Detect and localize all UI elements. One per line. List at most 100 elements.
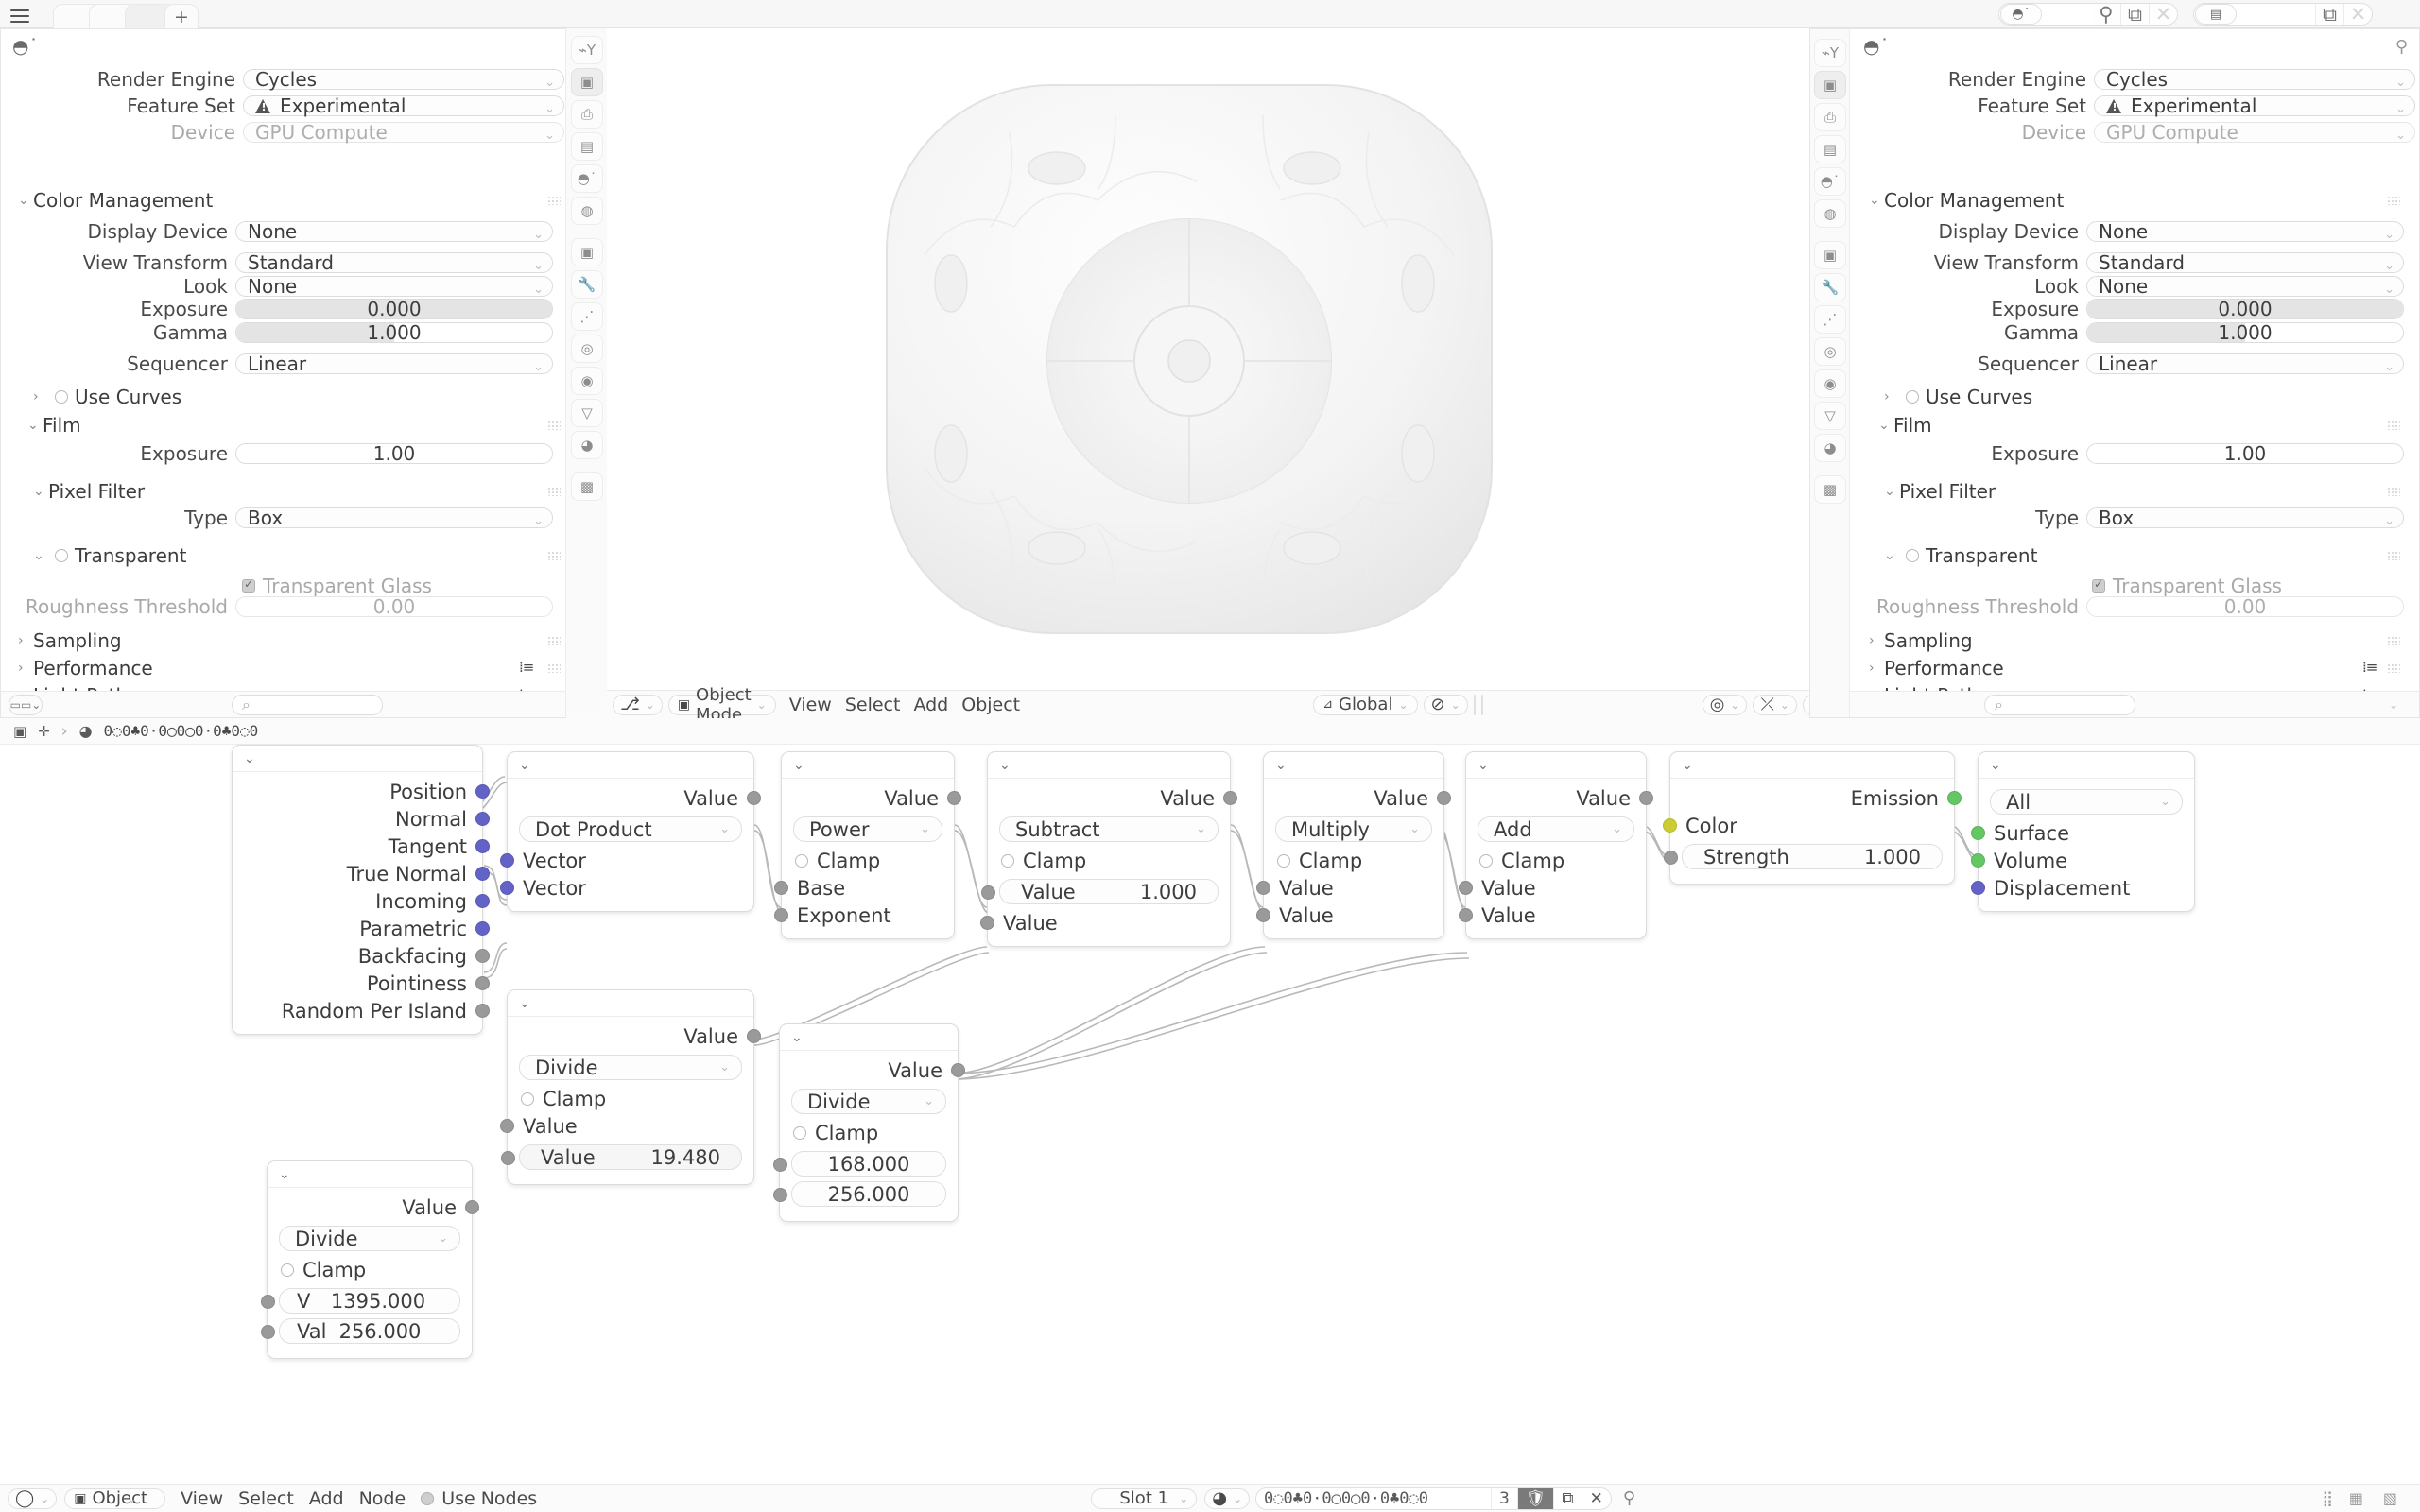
node-math-subtract[interactable]: ⌄ Value Subtract ⌄ Clamp Value 1.000 Val… xyxy=(980,751,1237,947)
clamp-row[interactable]: Clamp xyxy=(1466,847,1646,874)
chevron-down-icon[interactable]: ⌄ xyxy=(791,1029,803,1045)
display-device-dropdown[interactable]: None ⌄ xyxy=(235,220,553,243)
exposure-cm-slider[interactable]: 0.000 xyxy=(2086,299,2404,319)
clamp-checkbox[interactable] xyxy=(793,1125,806,1140)
socket-value[interactable] xyxy=(501,1151,515,1165)
look-dropdown[interactable]: None ⌄ xyxy=(235,275,553,298)
sidebar-item-scene[interactable]: ◓˙ xyxy=(1814,167,1846,196)
node-header[interactable]: ⌄ xyxy=(1264,752,1443,779)
socket-value[interactable] xyxy=(980,916,994,930)
clamp-row[interactable]: Clamp xyxy=(508,1085,753,1112)
sidebar-item-particles[interactable]: ⋰ xyxy=(1814,305,1846,334)
node-output-emission[interactable]: Emission xyxy=(1670,784,1962,812)
use-curves-row[interactable]: › Use Curves xyxy=(1884,386,2032,408)
node-math-add[interactable]: ⌄ Value Add ⌄ Clamp Value Value xyxy=(1459,751,1653,939)
node-header[interactable]: ⌄ xyxy=(780,1024,958,1051)
node-output-normal[interactable]: Normal xyxy=(233,805,490,833)
operation-dropdown[interactable]: Divide ⌄ xyxy=(279,1226,460,1251)
overlays-icon[interactable]: ⤫ ⌄ xyxy=(1753,694,1797,715)
clamp-row[interactable]: Clamp xyxy=(268,1256,472,1283)
clamp-row[interactable]: Clamp xyxy=(782,847,954,874)
socket-value[interactable] xyxy=(981,885,995,900)
node-math-divide-19480[interactable]: ⌄ Value Divide ⌄ Clamp Value Value 19.48… xyxy=(500,989,761,1185)
node-output-value[interactable]: Value xyxy=(268,1194,479,1221)
socket-vector[interactable] xyxy=(475,921,490,936)
socket-vector[interactable] xyxy=(475,867,490,881)
node-output-random-per-island[interactable]: Random Per Island xyxy=(233,997,490,1024)
search-input[interactable]: ⌕ xyxy=(1984,694,2135,715)
sidebar-item-physics[interactable]: ◎ xyxy=(1814,337,1846,366)
operation-dropdown[interactable]: Subtract ⌄ xyxy=(999,816,1219,842)
material-slot-dropdown[interactable]: Slot 1 ⌄ xyxy=(1091,1487,1198,1509)
close-icon[interactable]: ✕ xyxy=(2149,3,2177,26)
clamp-checkbox[interactable] xyxy=(1479,853,1493,868)
socket-value[interactable] xyxy=(774,908,788,922)
operation-dropdown[interactable]: Power ⌄ xyxy=(793,816,942,842)
socket-value[interactable] xyxy=(774,881,788,895)
material-sphere-icon[interactable]: ◕ ⌄ xyxy=(1204,1487,1250,1509)
node-input-value[interactable]: Value xyxy=(500,1112,753,1140)
menu-view[interactable]: View xyxy=(181,1487,224,1509)
sidebar-item-modifiers[interactable]: 🔧 xyxy=(571,270,603,299)
node-output-incoming[interactable]: Incoming xyxy=(233,887,490,915)
use-nodes-toggle[interactable]: Use Nodes xyxy=(421,1488,537,1509)
node-geometry[interactable]: ⌄ Position Normal Tangent True Normal In… xyxy=(232,745,490,1035)
editor-type-icon[interactable]: ⎇ ⌄ xyxy=(613,694,663,715)
socket-color[interactable] xyxy=(1663,818,1677,833)
film-exposure-slider[interactable]: 1.00 xyxy=(2086,443,2404,464)
copy-icon[interactable]: ⧉ xyxy=(1553,1487,1581,1509)
node-output-value[interactable]: Value xyxy=(988,784,1237,812)
use-curves-row[interactable]: › Use Curves xyxy=(33,386,182,408)
node-header[interactable]: ⌄ xyxy=(782,752,954,779)
transparent-glass-checkbox[interactable] xyxy=(2092,577,2105,593)
film-section[interactable]: ⌄ Film xyxy=(1878,414,1932,437)
roughness-threshold-slider[interactable]: 0.00 xyxy=(2086,596,2404,617)
socket-vector[interactable] xyxy=(475,784,490,799)
sidebar-item-tool[interactable]: ⌁Y xyxy=(571,36,603,64)
gamma-slider[interactable]: 1.000 xyxy=(235,322,553,343)
look-dropdown[interactable]: None ⌄ xyxy=(2086,275,2404,298)
drag-dots[interactable] xyxy=(547,636,561,645)
chevron-down-icon[interactable]: ⌄ xyxy=(519,757,530,773)
clamp-row[interactable]: Clamp xyxy=(780,1119,958,1146)
image-icon[interactable]: ▤ xyxy=(2195,4,2237,25)
object-shader-type-dropdown[interactable]: ▣ Object ⌄ xyxy=(64,1487,166,1509)
node-input-base[interactable]: Base xyxy=(774,874,954,902)
sidebar-item-object[interactable]: ▣ xyxy=(571,238,603,266)
chevron-down-icon[interactable]: ⌄ xyxy=(244,750,255,766)
socket-value[interactable] xyxy=(773,1188,787,1202)
pixel-filter-section[interactable]: ⌄ Pixel Filter xyxy=(33,480,145,503)
socket-value[interactable] xyxy=(1256,881,1270,895)
socket-value[interactable] xyxy=(475,1004,490,1018)
drag-dots[interactable] xyxy=(2387,196,2400,205)
operation-dropdown[interactable]: Divide ⌄ xyxy=(791,1089,946,1114)
chevron-down-icon[interactable]: ⌄ xyxy=(2388,697,2399,712)
socket-value[interactable] xyxy=(773,1158,787,1172)
sidebar-item-view-layer[interactable]: ▤ xyxy=(1814,135,1846,163)
node-output-position[interactable]: Position xyxy=(233,778,490,805)
clamp-row[interactable]: Clamp xyxy=(1264,847,1443,874)
transparent-glass-row[interactable]: Transparent Glass xyxy=(2092,575,2282,597)
transparent-checkbox[interactable] xyxy=(1906,549,1919,562)
film-exposure-slider[interactable]: 1.00 xyxy=(235,443,553,464)
node-output-value[interactable]: Value xyxy=(508,1022,761,1050)
performance-section[interactable]: › Performance xyxy=(1869,657,2004,679)
grid-icon[interactable]: ⣿ xyxy=(2322,1489,2333,1507)
sidebar-item-output[interactable]: ⎙ xyxy=(1814,103,1846,131)
node-header[interactable]: ⌄ xyxy=(508,990,753,1017)
search-input[interactable]: ⌕ xyxy=(232,694,383,715)
transparent-glass-checkbox[interactable] xyxy=(242,577,255,593)
socket-value[interactable] xyxy=(261,1295,275,1309)
clamp-checkbox[interactable] xyxy=(281,1263,294,1277)
node-input-volume[interactable]: Volume xyxy=(1971,847,2194,874)
sidebar-item-output[interactable]: ⎙ xyxy=(571,100,603,129)
node-output-value[interactable]: Value xyxy=(782,784,961,812)
node-output-value[interactable]: Value xyxy=(1264,784,1451,812)
transform-orientation-dropdown[interactable]: ⊿ Global ⌄ xyxy=(1313,694,1418,715)
drag-dots[interactable] xyxy=(547,551,561,560)
value-field[interactable]: Value 19.480 xyxy=(501,1144,742,1170)
falloff-group[interactable]: ◉ ∿ ⌄ xyxy=(1480,694,1483,715)
menu-add[interactable]: Add xyxy=(308,1487,344,1509)
clamp-checkbox[interactable] xyxy=(795,853,808,868)
socket-value[interactable] xyxy=(1459,908,1473,922)
